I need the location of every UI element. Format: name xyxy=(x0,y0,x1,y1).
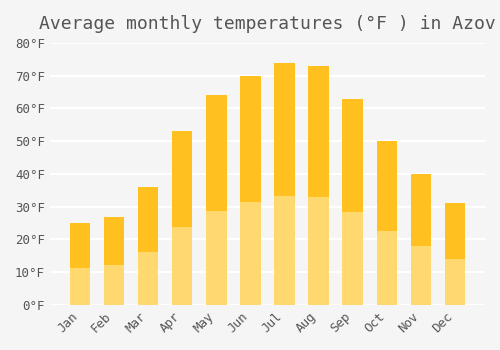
Bar xyxy=(308,197,329,305)
Bar xyxy=(104,217,124,305)
Bar xyxy=(410,246,431,305)
Bar xyxy=(70,268,90,305)
Bar xyxy=(410,174,431,305)
Bar xyxy=(445,203,465,305)
Bar xyxy=(376,231,397,305)
Bar xyxy=(445,259,465,305)
Bar xyxy=(308,66,329,305)
Bar xyxy=(342,212,363,305)
Bar xyxy=(138,252,158,305)
Bar xyxy=(274,196,294,305)
Bar xyxy=(138,187,158,305)
Bar xyxy=(342,99,363,305)
Bar xyxy=(376,141,397,305)
Bar xyxy=(70,223,90,305)
Bar xyxy=(240,202,260,305)
Bar xyxy=(172,227,193,305)
Bar xyxy=(104,265,124,305)
Bar xyxy=(206,95,227,305)
Bar xyxy=(206,211,227,305)
Bar xyxy=(274,63,294,305)
Bar xyxy=(172,131,193,305)
Bar xyxy=(240,76,260,305)
Title: Average monthly temperatures (°F ) in Azov: Average monthly temperatures (°F ) in Az… xyxy=(39,15,496,33)
